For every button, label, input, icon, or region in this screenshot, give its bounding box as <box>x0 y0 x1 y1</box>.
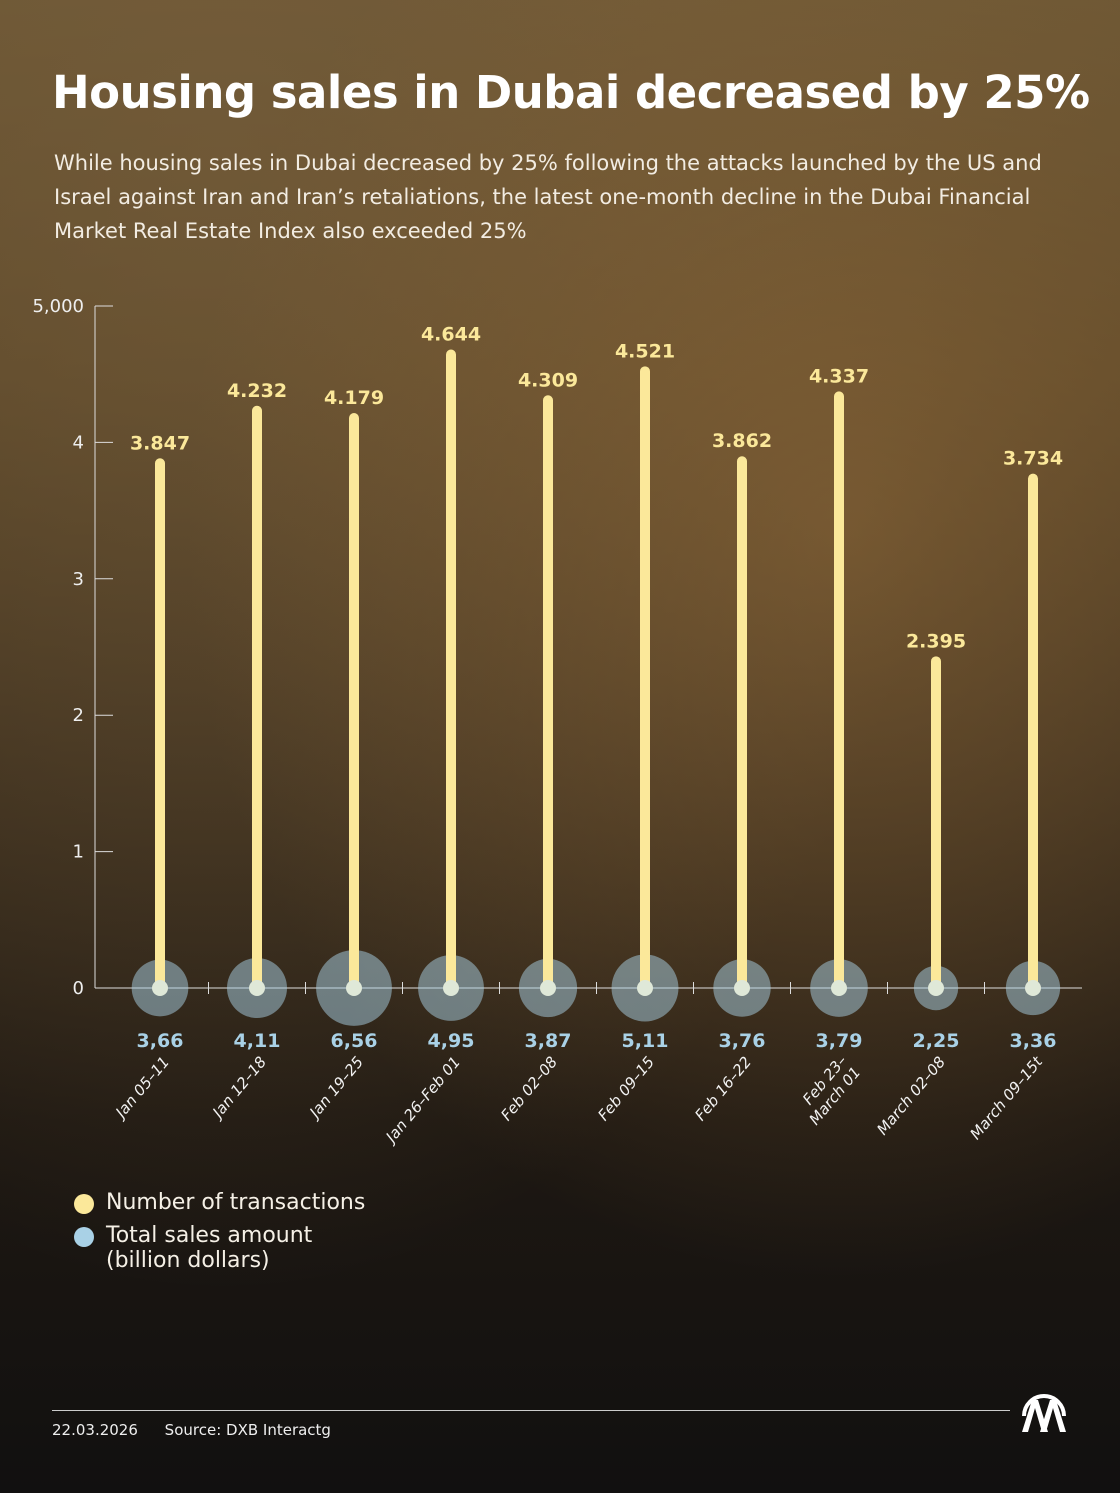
bar-base-dot <box>734 980 750 996</box>
x-category-label: March 02–08 <box>873 1053 949 1138</box>
subtitle: While housing sales in Dubai decreased b… <box>54 151 1042 243</box>
x-category-label-line: Feb 09–15 <box>594 1053 658 1124</box>
sales-value-label: 2,25 <box>913 1030 960 1052</box>
sales-value-label: 5,11 <box>622 1030 669 1052</box>
x-category-label: Jan 05–11 <box>110 1053 173 1123</box>
transactions-value-label: 4.337 <box>809 365 869 387</box>
x-category-label: Jan 19–25 <box>304 1053 367 1123</box>
bar-base-dot <box>443 980 459 996</box>
bar-base-dot <box>540 980 556 996</box>
transactions-value-label: 4.309 <box>518 369 578 391</box>
x-category-label: March 09–15t <box>966 1052 1046 1143</box>
transactions-value-label: 3.862 <box>712 430 772 452</box>
x-category-label-line: March 02–08 <box>873 1053 949 1138</box>
bar-base-dot <box>1025 980 1041 996</box>
y-tick-label: 1 <box>73 842 84 863</box>
sales-value-label: 3,66 <box>137 1030 184 1052</box>
legend-item-sales: Total sales amount (billion dollars) <box>74 1223 365 1273</box>
y-tick-label: 4 <box>73 432 84 453</box>
bar-base-dot <box>831 980 847 996</box>
footer-date: 22.03.2026 <box>52 1421 138 1439</box>
transactions-value-label: 4.179 <box>324 387 384 409</box>
x-category-label-line: March 09–15t <box>966 1052 1046 1143</box>
x-category-label-line: Feb 16–22 <box>691 1053 755 1124</box>
transactions-value-label: 4.644 <box>421 324 481 346</box>
x-category-label: Jan 12–18 <box>207 1053 270 1123</box>
bar-base-dot <box>249 980 265 996</box>
footer-source: Source: DXB Interactg <box>164 1421 331 1439</box>
legend: Number of transactions Total sales amoun… <box>74 1190 365 1281</box>
transactions-value-label: 3.847 <box>130 432 190 454</box>
sales-value-label: 3,87 <box>525 1030 572 1052</box>
page-title: Housing sales in Dubai decreased by 25% <box>52 66 1090 119</box>
y-tick-label: 0 <box>73 978 84 999</box>
x-category-label: Feb 16–22 <box>691 1053 755 1124</box>
x-category-label: Jan 26–Feb 01 <box>380 1053 464 1148</box>
x-category-label: Feb 09–15 <box>594 1053 658 1124</box>
sales-value-label: 3,76 <box>719 1030 766 1052</box>
sales-value-label: 4,11 <box>234 1030 281 1052</box>
footer-divider <box>52 1410 1010 1411</box>
x-category-label-line: Jan 12–18 <box>207 1053 270 1123</box>
y-tick-label: 3 <box>73 569 84 590</box>
transactions-value-label: 4.521 <box>615 340 675 362</box>
transactions-value-label: 2.395 <box>906 630 966 652</box>
legend-label: Number of transactions <box>106 1190 366 1215</box>
legend-swatch-sales <box>74 1227 94 1247</box>
bar-base-dot <box>152 980 168 996</box>
x-category-label-line: Jan 19–25 <box>304 1053 367 1123</box>
y-tick-label: 5,000 <box>32 296 84 317</box>
footer: 22.03.2026 Source: DXB Interactg <box>52 1421 353 1439</box>
x-category-label: Feb 02–08 <box>497 1053 561 1124</box>
sales-value-label: 3,36 <box>1010 1030 1057 1052</box>
y-tick-label: 2 <box>73 705 84 726</box>
x-category-label-line: Jan 05–11 <box>110 1053 173 1123</box>
x-category-label-line: Feb 02–08 <box>497 1053 561 1124</box>
legend-item-transactions: Number of transactions <box>74 1190 365 1215</box>
transactions-value-label: 3.734 <box>1003 448 1063 470</box>
legend-label-unit: (billion dollars) <box>106 1248 270 1273</box>
sales-value-label: 6,56 <box>331 1030 378 1052</box>
sales-value-label: 3,79 <box>816 1030 863 1052</box>
x-category-label-line: Jan 26–Feb 01 <box>380 1053 464 1148</box>
bar-base-dot <box>637 980 653 996</box>
legend-label: Total sales amount <box>106 1223 313 1248</box>
bar-base-dot <box>346 980 362 996</box>
sales-value-label: 4,95 <box>428 1030 475 1052</box>
bar-base-dot <box>928 980 944 996</box>
aa-logo-icon <box>1022 1394 1066 1432</box>
x-category-label: Feb 23–March 01 <box>792 1052 865 1129</box>
legend-swatch-transactions <box>74 1194 94 1214</box>
transactions-value-label: 4.232 <box>227 380 287 402</box>
